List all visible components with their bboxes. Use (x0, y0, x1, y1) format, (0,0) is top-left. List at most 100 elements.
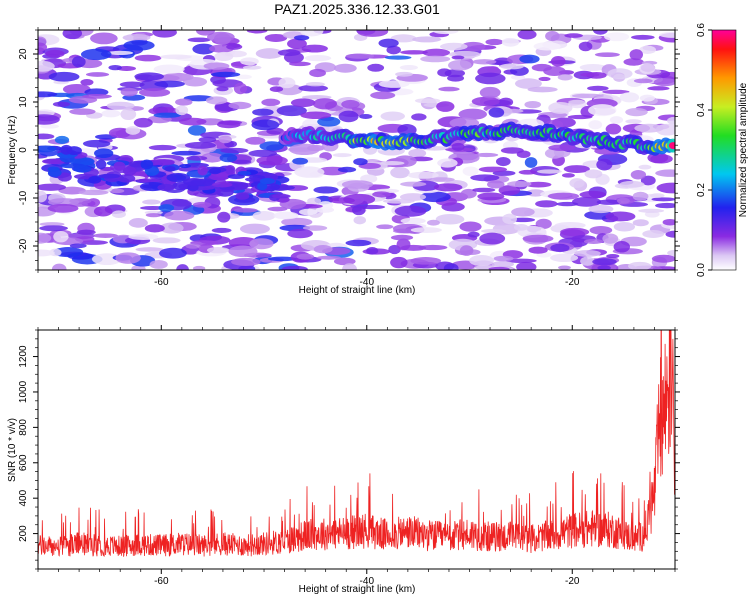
spectrogram-cell (594, 52, 620, 58)
spectrogram-cell (384, 55, 412, 60)
spectrogram-cell (164, 165, 176, 172)
spectrogram-cell (317, 116, 341, 127)
spectrogram-cell (451, 142, 465, 151)
spectrogram-cell (357, 204, 386, 210)
spectrogram-cell (407, 171, 439, 179)
spectrogram-cell (616, 197, 630, 204)
spectrogram-cell (149, 260, 168, 269)
spectrogram-cell (547, 192, 580, 200)
spectrogram-cell (475, 72, 506, 85)
spectrogram-cell (69, 243, 87, 249)
spectrogram-cell (556, 201, 579, 207)
spectrogram-cell (228, 101, 252, 110)
y-tick-label: 800 (18, 419, 29, 436)
spectrogram-cell (312, 98, 338, 110)
spectrogram-cell (516, 261, 537, 270)
spectrogram-cell (554, 221, 586, 229)
spectrogram-cell (38, 249, 55, 257)
spectrogram-cell (655, 169, 675, 177)
spectrogram-cell (233, 207, 258, 213)
spectrogram-cell (233, 82, 248, 95)
spectrogram-cell (203, 62, 230, 70)
spectrogram-cell (115, 252, 141, 264)
spectrogram-cell (153, 112, 181, 118)
spectrogram-cell (117, 174, 136, 183)
spectrogram-cell (567, 114, 593, 120)
spectrogram-cell (589, 225, 613, 235)
spectrogram-cell (580, 256, 595, 266)
spectrogram-cell (400, 217, 426, 224)
spectrogram-cell (90, 32, 118, 45)
spectrogram-cell (550, 56, 566, 67)
spectrogram-cell (372, 191, 391, 198)
spectrogram-cell (239, 223, 270, 235)
spectrogram-cell (505, 258, 537, 264)
spectrogram-cell (592, 258, 617, 266)
spectrogram-cell (419, 191, 451, 203)
spectrogram-cell (185, 243, 201, 249)
spectrogram-cell (459, 221, 482, 232)
spectrogram-cell (48, 71, 80, 82)
spectrogram-cell (525, 189, 546, 197)
spectrogram-cell (186, 155, 208, 161)
spectrogram-cell (101, 109, 121, 118)
spectrogram-cell (218, 135, 232, 144)
spectrogram-cell (277, 49, 301, 57)
spectrogram-cell (650, 154, 673, 164)
spectrogram-cell (639, 94, 655, 102)
spectrogram-cell (269, 86, 284, 93)
spectrogram-cell (267, 206, 288, 212)
spectrogram-cell (649, 193, 665, 198)
spectrogram-cell (472, 187, 496, 193)
spectrogram-cell (53, 247, 84, 258)
spectrogram-cell (140, 159, 154, 170)
spectrogram-cell (231, 257, 261, 266)
spectrogram-cell (51, 263, 67, 270)
spectrogram-y-label: Frequency (Hz) (7, 116, 18, 185)
spectrogram-cell (390, 167, 410, 179)
spectrogram-cell (38, 91, 58, 98)
spectrogram-cell (488, 266, 510, 270)
spectrogram-cell (370, 91, 396, 100)
spectrogram-cell (613, 222, 636, 232)
spectrogram-cell (192, 43, 216, 55)
spectrogram-cell (248, 149, 278, 157)
spectrogram-cell (605, 123, 622, 135)
spectrogram-cell (568, 99, 586, 104)
spectrogram-cell (414, 98, 441, 104)
spectrogram-cell (433, 183, 463, 192)
spectrogram-panel: -60 -40 -20 20 10 0 -10 -20 Height of straight… (7, 25, 680, 296)
y-tick-label: 10 (18, 96, 29, 108)
spectrogram-cell (545, 31, 560, 42)
spectrogram-cell (251, 119, 280, 131)
spectrogram-cell (281, 217, 313, 227)
spectrogram-cell (425, 177, 455, 182)
spectrogram-cell (85, 72, 110, 77)
spectrogram-cell (613, 241, 631, 253)
spectrogram-cell (93, 206, 113, 217)
spectrogram-cell (493, 255, 514, 262)
snr-frame (37, 329, 676, 570)
spectrogram-cell (639, 45, 657, 55)
spectrogram-cell (313, 186, 339, 194)
spectrogram-cell (82, 139, 111, 148)
spectrogram-cell (240, 57, 259, 66)
spectrogram-cell (154, 80, 185, 88)
spectrogram-cell (524, 157, 538, 168)
spectrogram-cell (108, 127, 132, 139)
spectrogram-cell (289, 61, 311, 67)
spectrogram-cell (619, 92, 640, 103)
spectrogram-cell (353, 158, 368, 166)
spectrogram-cell (176, 264, 189, 270)
spectrogram-cell (561, 173, 575, 178)
spectrogram-cell (157, 183, 175, 192)
spectrogram-cell (47, 203, 79, 213)
spectrogram-cell (302, 225, 328, 231)
spectrogram-cell (550, 253, 579, 263)
y-tick-label: 400 (18, 489, 29, 506)
spectrogram-cell (451, 55, 465, 60)
spectrogram-cell (634, 123, 664, 133)
spectrogram-cell (214, 51, 234, 62)
spectrogram-cell (244, 177, 262, 182)
spectrogram-cell (201, 152, 224, 163)
